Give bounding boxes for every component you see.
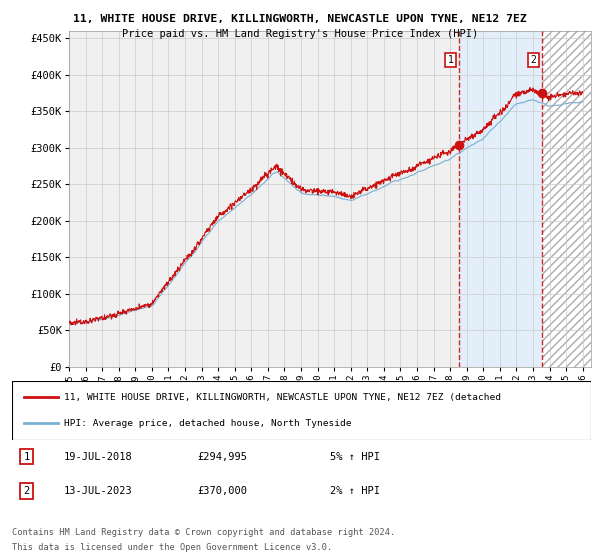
Text: 2% ↑ HPI: 2% ↑ HPI	[331, 486, 380, 496]
Text: 1: 1	[23, 451, 29, 461]
Text: 11, WHITE HOUSE DRIVE, KILLINGWORTH, NEWCASTLE UPON TYNE, NE12 7EZ (detached: 11, WHITE HOUSE DRIVE, KILLINGWORTH, NEW…	[64, 393, 501, 402]
Bar	[542, 31, 591, 367]
Text: This data is licensed under the Open Government Licence v3.0.: This data is licensed under the Open Gov…	[12, 543, 332, 552]
Text: 11, WHITE HOUSE DRIVE, KILLINGWORTH, NEWCASTLE UPON TYNE, NE12 7EZ: 11, WHITE HOUSE DRIVE, KILLINGWORTH, NEW…	[73, 14, 527, 24]
Text: Contains HM Land Registry data © Crown copyright and database right 2024.: Contains HM Land Registry data © Crown c…	[12, 528, 395, 536]
Text: 2: 2	[531, 55, 536, 65]
Text: 13-JUL-2023: 13-JUL-2023	[64, 486, 133, 496]
Text: 2: 2	[23, 486, 29, 496]
Text: 19-JUL-2018: 19-JUL-2018	[64, 451, 133, 461]
Text: £370,000: £370,000	[197, 486, 247, 496]
FancyBboxPatch shape	[12, 381, 591, 440]
Bar	[542, 31, 591, 367]
Text: 1: 1	[448, 55, 454, 65]
Text: Price paid vs. HM Land Registry's House Price Index (HPI): Price paid vs. HM Land Registry's House …	[122, 29, 478, 39]
Bar	[459, 31, 542, 367]
Text: 5% ↑ HPI: 5% ↑ HPI	[331, 451, 380, 461]
Text: HPI: Average price, detached house, North Tyneside: HPI: Average price, detached house, Nort…	[64, 419, 352, 428]
Text: £294,995: £294,995	[197, 451, 247, 461]
